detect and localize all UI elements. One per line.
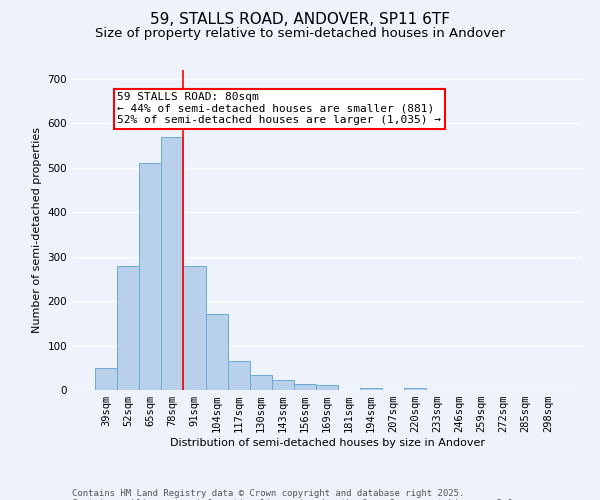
Bar [294,384,316,390]
Bar [316,385,338,390]
Text: Contains HM Land Registry data © Crown copyright and database right 2025.: Contains HM Land Registry data © Crown c… [72,488,464,498]
Bar [161,136,184,390]
Y-axis label: Number of semi-detached properties: Number of semi-detached properties [32,127,42,333]
Bar [95,368,117,390]
Bar [206,314,227,390]
Bar [227,361,250,390]
X-axis label: Distribution of semi-detached houses by size in Andover: Distribution of semi-detached houses by … [170,438,485,448]
Bar [404,388,427,390]
Bar [139,164,161,390]
Text: 59, STALLS ROAD, ANDOVER, SP11 6TF: 59, STALLS ROAD, ANDOVER, SP11 6TF [150,12,450,28]
Text: Contains public sector information licensed under the Open Government Licence v3: Contains public sector information licen… [72,498,518,500]
Bar [272,380,294,390]
Text: Size of property relative to semi-detached houses in Andover: Size of property relative to semi-detach… [95,28,505,40]
Text: 59 STALLS ROAD: 80sqm
← 44% of semi-detached houses are smaller (881)
52% of sem: 59 STALLS ROAD: 80sqm ← 44% of semi-deta… [117,92,441,126]
Bar [184,266,206,390]
Bar [360,388,382,390]
Bar [117,266,139,390]
Bar [250,376,272,390]
